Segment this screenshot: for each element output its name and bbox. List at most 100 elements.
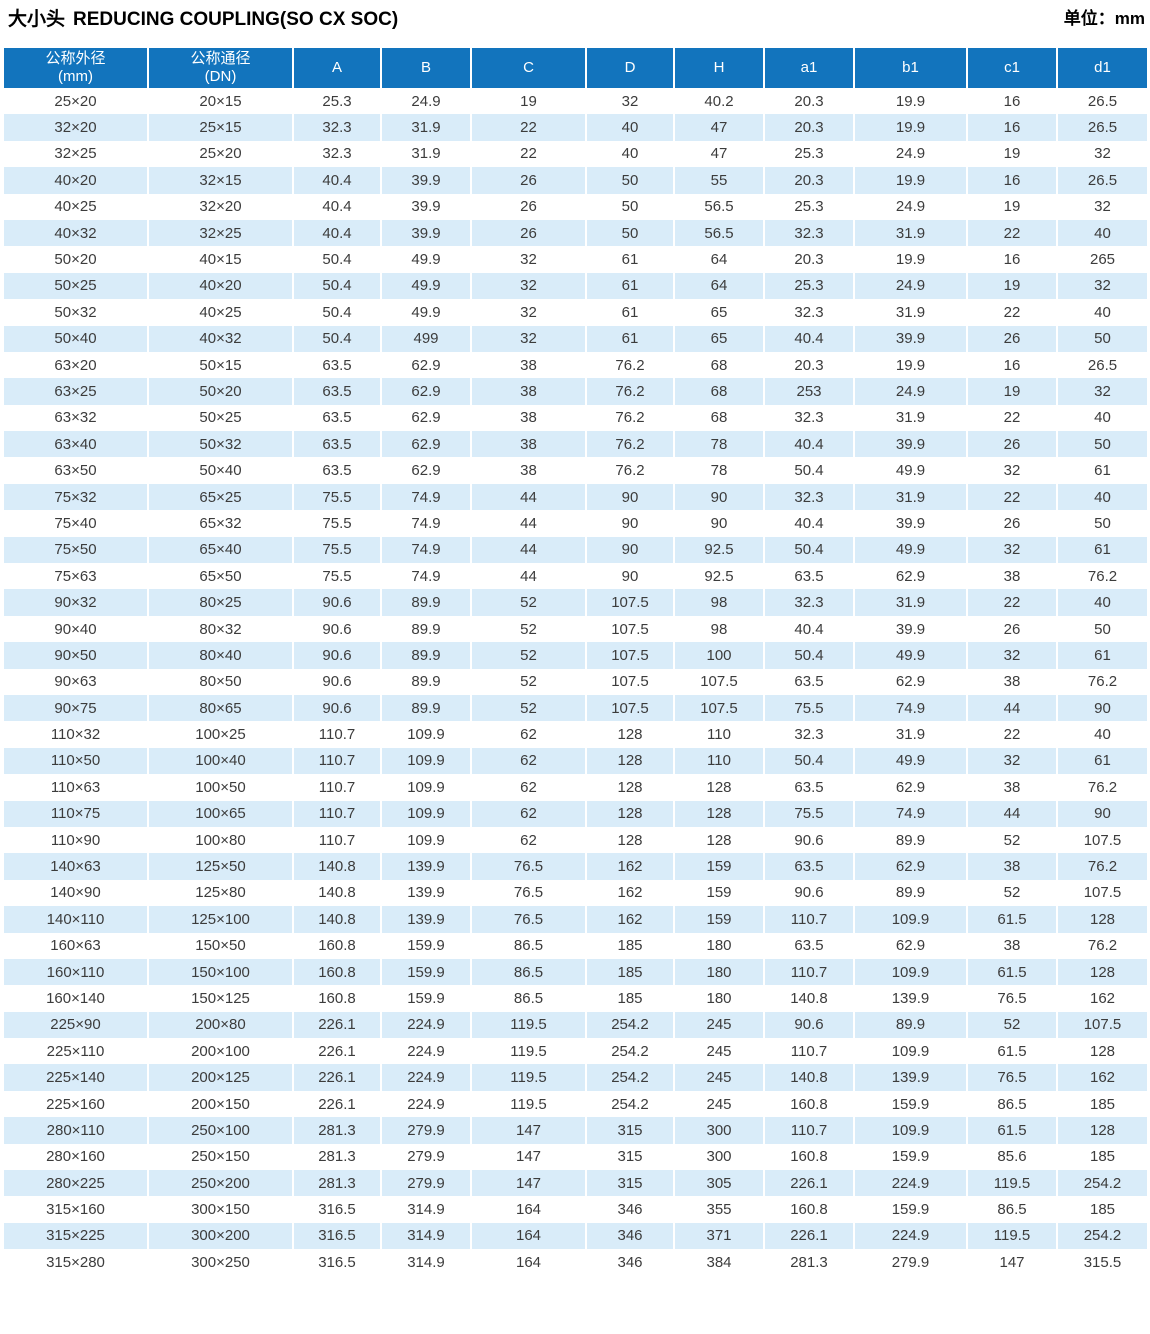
table-cell: 185 xyxy=(586,932,675,959)
table-cell: 39.9 xyxy=(854,510,968,537)
table-cell: 107.5 xyxy=(1057,1011,1147,1039)
table-row: 75×32 65×25 75.5 74.9 44 90 90 32.3 31.9 22 40 xyxy=(4,483,1147,511)
table-cell: 40×20 xyxy=(4,167,149,194)
table-cell: 20.3 xyxy=(764,88,855,115)
table-cell: 62.9 xyxy=(381,351,472,379)
table-cell: 109.9 xyxy=(381,774,472,801)
table-cell: 384 xyxy=(674,1249,765,1276)
table-cell: 109.9 xyxy=(381,721,472,748)
column-header-H: H xyxy=(674,48,765,89)
table-cell: 162 xyxy=(586,879,675,907)
table-cell: 39.9 xyxy=(381,219,472,247)
table-cell: 38 xyxy=(471,457,587,484)
table-cell: 44 xyxy=(967,800,1058,827)
table-cell: 315×280 xyxy=(4,1249,149,1276)
table-cell: 26 xyxy=(471,219,587,247)
table-cell: 40.2 xyxy=(674,88,765,115)
table-cell: 50 xyxy=(1057,431,1147,458)
table-cell: 49.9 xyxy=(381,246,472,273)
table-cell: 109.9 xyxy=(854,958,968,986)
table-cell: 68 xyxy=(674,378,765,405)
table-cell: 86.5 xyxy=(471,932,587,959)
table-row: 63×20 50×15 63.5 62.9 38 76.2 68 20.3 19.9 16 26.5 xyxy=(4,351,1147,379)
table-cell: 110.7 xyxy=(764,958,855,986)
table-row: 50×20 40×15 50.4 49.9 32 61 64 20.3 19.9 16 265 xyxy=(4,246,1147,273)
table-cell: 74.9 xyxy=(381,536,472,564)
table-cell: 300×250 xyxy=(148,1249,294,1276)
table-cell: 314.9 xyxy=(381,1222,472,1250)
table-cell: 40×15 xyxy=(148,246,294,273)
table-cell: 63×40 xyxy=(4,431,149,458)
table-cell: 61.5 xyxy=(967,958,1058,986)
table-cell: 109.9 xyxy=(381,800,472,827)
table-cell: 50 xyxy=(1057,325,1147,352)
table-cell: 63.5 xyxy=(764,668,855,695)
table-cell: 68 xyxy=(674,404,765,432)
table-cell: 50.4 xyxy=(764,747,855,775)
table-row: 40×20 32×15 40.4 39.9 26 50 55 20.3 19.9 16 26.5 xyxy=(4,167,1147,194)
table-cell: 40.4 xyxy=(764,325,855,352)
column-header-nominal-diameter: 公称通径 (DN) xyxy=(148,48,294,89)
table-cell: 107.5 xyxy=(586,642,675,669)
table-cell: 38 xyxy=(967,932,1058,959)
table-cell: 47 xyxy=(674,140,765,168)
table-cell: 47 xyxy=(674,114,765,141)
table-cell: 110.7 xyxy=(764,1038,855,1065)
table-cell: 162 xyxy=(1057,985,1147,1012)
table-cell: 32 xyxy=(1057,378,1147,405)
table-cell: 19 xyxy=(967,140,1058,168)
table-cell: 44 xyxy=(471,483,587,511)
table-cell: 61 xyxy=(586,246,675,273)
table-cell: 25×15 xyxy=(148,114,294,141)
table-cell: 226.1 xyxy=(764,1170,855,1197)
table-cell: 90.6 xyxy=(293,642,382,669)
table-cell: 52 xyxy=(471,615,587,643)
table-cell: 75×50 xyxy=(4,536,149,564)
table-cell: 40.4 xyxy=(293,193,382,220)
table-cell: 140.8 xyxy=(293,906,382,933)
table-cell: 185 xyxy=(1057,1196,1147,1223)
table-cell: 300×200 xyxy=(148,1222,294,1250)
table-row: 280×225 250×200 281.3 279.9 147 315 305 226.1 22… xyxy=(4,1170,1147,1197)
table-cell: 90 xyxy=(1057,800,1147,827)
table-cell: 61 xyxy=(1057,536,1147,564)
table-cell: 39.9 xyxy=(854,431,968,458)
table-cell: 62 xyxy=(471,774,587,801)
table-cell: 90 xyxy=(1057,694,1147,722)
table-cell: 75.5 xyxy=(764,800,855,827)
table-cell: 245 xyxy=(674,1064,765,1091)
table-cell: 107.5 xyxy=(586,668,675,695)
table-cell: 76.2 xyxy=(586,457,675,484)
table-row: 110×50 100×40 110.7 109.9 62 128 110 50.4 49.9 32… xyxy=(4,747,1147,775)
table-cell: 250×200 xyxy=(148,1170,294,1197)
table-row: 63×32 50×25 63.5 62.9 38 76.2 68 32.3 31.9 22 40 xyxy=(4,404,1147,432)
table-cell: 49.9 xyxy=(854,642,968,669)
table-cell: 40×25 xyxy=(148,299,294,326)
table-cell: 110 xyxy=(674,721,765,748)
table-cell: 50×25 xyxy=(4,272,149,300)
table-row: 280×160 250×150 281.3 279.9 147 315 300 160.8 15… xyxy=(4,1143,1147,1171)
table-cell: 62 xyxy=(471,800,587,827)
table-cell: 86.5 xyxy=(471,958,587,986)
table-cell: 140.8 xyxy=(293,879,382,907)
table-cell: 254.2 xyxy=(586,1011,675,1039)
table-cell: 90.6 xyxy=(764,1011,855,1039)
table-cell: 85.6 xyxy=(967,1143,1058,1171)
table-cell: 32.3 xyxy=(764,404,855,432)
table-cell: 50 xyxy=(586,167,675,194)
table-cell: 159.9 xyxy=(854,1196,968,1223)
table-cell: 52 xyxy=(471,589,587,616)
table-cell: 300 xyxy=(674,1117,765,1144)
table-cell: 63.5 xyxy=(764,853,855,880)
table-cell: 61.5 xyxy=(967,906,1058,933)
table-cell: 89.9 xyxy=(381,615,472,643)
table-cell: 150×100 xyxy=(148,958,294,986)
table-cell: 75.5 xyxy=(293,483,382,511)
table-cell: 110×75 xyxy=(4,800,149,827)
table-cell: 128 xyxy=(674,774,765,801)
column-header-outer-diameter: 公称外径 (mm) xyxy=(4,48,149,89)
table-cell: 19 xyxy=(471,88,587,115)
table-row: 315×225 300×200 316.5 314.9 164 346 371 226.1 22… xyxy=(4,1222,1147,1250)
table-cell: 22 xyxy=(471,140,587,168)
table-cell: 32 xyxy=(967,642,1058,669)
